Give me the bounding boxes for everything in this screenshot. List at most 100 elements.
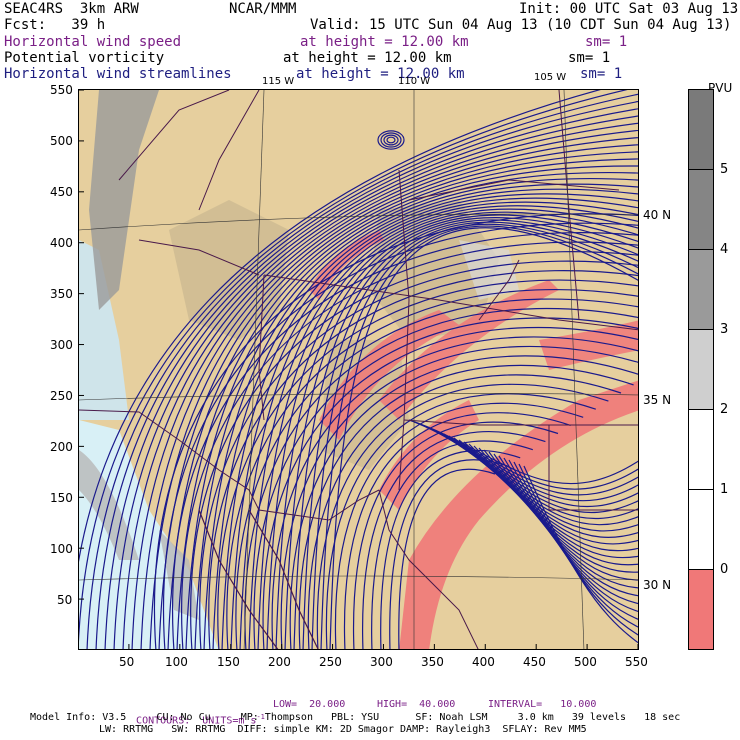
- state-border-2: [263, 274, 638, 331]
- us-mexico-border: [79, 409, 380, 521]
- pv-band-2: [379, 280, 559, 420]
- streamline-12: [176, 165, 638, 649]
- streamline-21: [257, 208, 638, 649]
- streamline-35: [352, 421, 559, 649]
- lon-label-115w: 115 W: [262, 76, 295, 87]
- contours-low: LOW= 20.000: [273, 699, 346, 710]
- state-border-11: [408, 179, 620, 201]
- streamline-2: [86, 93, 638, 649]
- state-border-5: [403, 419, 638, 426]
- colorbar-label-5: 5: [720, 162, 729, 177]
- field-1-height: at height = 12.00 km: [300, 34, 469, 50]
- x-tick-450: 450: [523, 655, 546, 669]
- colorbar-seg-2-3: [689, 330, 713, 410]
- streamline-0: [79, 90, 601, 563]
- streamline-40: [307, 374, 622, 649]
- streamline-77: [503, 457, 638, 612]
- vortex-ring-1: [383, 134, 399, 146]
- streamline-23: [275, 214, 638, 649]
- x-tick-400: 400: [472, 655, 495, 669]
- y-tick-50: 50: [57, 593, 73, 607]
- state-border-8: [198, 90, 260, 211]
- streamline-50: [217, 279, 638, 649]
- graticule-lon-105: [563, 90, 585, 649]
- x-tick-300: 300: [370, 655, 393, 669]
- state-border-7: [118, 90, 230, 181]
- graticule-lon-115: [243, 90, 265, 649]
- lon-label-105w: 105 W: [534, 72, 567, 83]
- state-border-1: [258, 274, 265, 421]
- vortex-ring-3: [377, 130, 405, 150]
- streamline-71: [473, 445, 638, 566]
- ocean-area-north: [79, 240, 129, 420]
- streamline-49: [226, 288, 638, 649]
- state-border-10: [558, 90, 580, 321]
- contours-units: CONTOURS: UNITS=m s: [136, 715, 257, 727]
- streamline-78: [508, 459, 638, 620]
- streamline-37: [334, 402, 584, 649]
- lat-label-40n: 40 N: [643, 208, 672, 222]
- streamline-14: [194, 178, 638, 649]
- streamline-19: [239, 201, 638, 649]
- y-tick-200: 200: [50, 440, 73, 454]
- field-3-sm: sm= 1: [580, 66, 623, 82]
- streamline-76: [498, 455, 638, 605]
- y-tick-400: 400: [50, 236, 73, 250]
- y-tick-150: 150: [50, 491, 73, 505]
- streamline-51: [208, 270, 638, 649]
- y-tick-250: 250: [50, 389, 73, 403]
- valid-time: Valid: 15 UTC Sun 04 Aug 13 (10 CDT Sun …: [310, 17, 732, 33]
- colorbar-seg-0-1: [689, 490, 713, 570]
- map-panel: [78, 89, 639, 650]
- state-border-12: [478, 259, 520, 321]
- gulf-coast: [248, 509, 319, 649]
- state-border-6: [548, 425, 638, 511]
- pv-band-4: [399, 380, 638, 649]
- y-tick-350: 350: [50, 287, 73, 301]
- pv-band-6: [309, 230, 384, 300]
- colorbar-label-1: 1: [720, 482, 729, 497]
- graticule: [79, 90, 638, 649]
- x-tick-150: 150: [217, 655, 240, 669]
- contours-interval: INTERVAL= 10.000: [488, 699, 597, 710]
- y-tick-500: 500: [50, 134, 73, 148]
- streamline-45: [262, 327, 638, 649]
- colorbar-label-0: 0: [720, 562, 729, 577]
- streamline-75: [493, 453, 638, 597]
- streamline-72: [478, 447, 638, 573]
- streamline-54: [181, 241, 638, 649]
- y-tick-300: 300: [50, 338, 73, 352]
- streamline-27: [311, 223, 638, 649]
- field-2-sm: sm= 1: [568, 50, 611, 66]
- pv-band-1: [319, 310, 459, 440]
- colorbar-seg-1-2: [689, 410, 713, 490]
- institution-label: NCAR/MMM: [229, 1, 297, 17]
- streamline-13: [185, 171, 638, 649]
- model-title: SEAC4RS 3km ARW: [4, 1, 139, 17]
- streamline-8: [140, 137, 638, 649]
- graticule-lat-40: [79, 213, 638, 231]
- streamline-18: [230, 197, 638, 649]
- streamline-74: [488, 451, 638, 589]
- streamline-9: [149, 144, 638, 649]
- streamline-16: [212, 188, 638, 649]
- state-border-9: [138, 239, 260, 276]
- contours-info: CONTOURS: UNITS=m s-1: [124, 699, 265, 727]
- streamline-43: [280, 345, 638, 649]
- vortex-ring-2: [380, 132, 402, 148]
- streamline-41: [298, 364, 634, 649]
- contours-high: HIGH= 40.000: [377, 699, 456, 710]
- y-tick-100: 100: [50, 542, 73, 556]
- x-tick-250: 250: [319, 655, 342, 669]
- field-3-height: at height = 12.00 km: [296, 66, 465, 82]
- colorbar: [688, 89, 714, 650]
- streamline-6: [122, 122, 638, 649]
- colorbar-label-3: 3: [720, 322, 729, 337]
- streamline-1: [79, 90, 629, 644]
- streamline-48: [235, 298, 638, 649]
- streamline-3: [95, 100, 638, 649]
- streamline-20: [248, 205, 638, 649]
- colorbar-seg-4-5: [689, 170, 713, 250]
- field-1-name: Horizontal wind speed: [4, 34, 182, 50]
- forecast-hour: Fcst: 39 h: [4, 17, 106, 33]
